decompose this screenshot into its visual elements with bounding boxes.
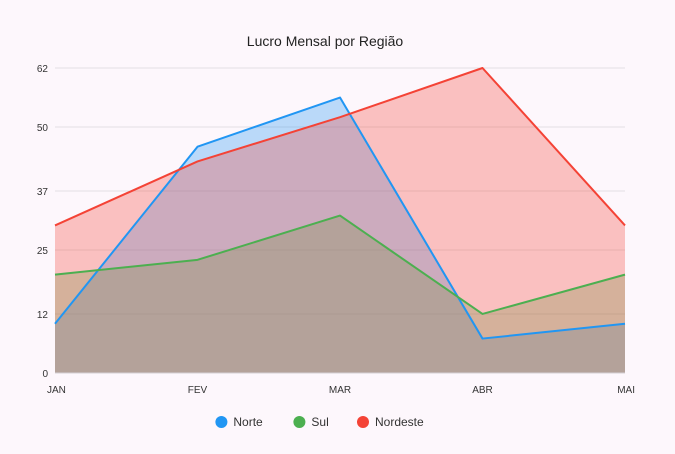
grid-lines [55,67,625,315]
legend-item-norte[interactable]: Norte [215,415,263,429]
legend-swatch [215,416,228,428]
legend: Norte Sul Nordeste [215,415,424,429]
line-nordeste [54,67,626,227]
legend-swatch [357,416,369,428]
line-sul [54,214,626,315]
y-axis-ticks: 0 12 25 37 50 62 [37,64,49,380]
y-tick-label: 62 [37,64,49,75]
x-axis-ticks: JAN FEV MAR ABR MAI [47,385,635,396]
area-sul [55,215,625,373]
area-norte [55,97,625,374]
series-lines [54,67,626,340]
y-tick-label: 50 [37,123,49,134]
x-tick-label: ABR [472,385,493,396]
chart-title: Lucro Mensal por Região [247,33,404,49]
y-tick-label: 25 [37,246,49,257]
legend-label: Norte [233,415,263,429]
line-norte [54,96,626,340]
legend-swatch [293,416,306,428]
x-tick-label: FEV [188,385,208,396]
x-tick-label: JAN [47,385,66,396]
legend-label: Nordeste [375,415,424,429]
x-tick-label: MAR [329,385,351,396]
area-nordeste [55,68,625,373]
legend-item-nordeste[interactable]: Nordeste [357,415,424,429]
legend-item-sul[interactable]: Sul [293,415,329,429]
y-tick-label: 37 [37,187,49,198]
series-areas [55,68,625,374]
y-tick-label: 12 [37,310,49,321]
legend-label: Sul [311,415,328,429]
x-tick-label: MAI [617,385,635,396]
y-tick-label: 0 [42,369,48,380]
